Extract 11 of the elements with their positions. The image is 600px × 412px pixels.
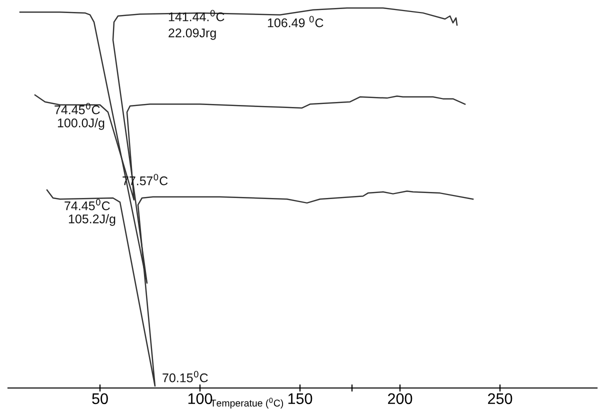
annotation: 105.2J/g bbox=[68, 214, 116, 226]
annotation: 106.49 $^{0}$C bbox=[268, 16, 324, 28]
annotation: 22.09Jrg bbox=[168, 28, 216, 40]
annotation: 70.15$^{0}$C bbox=[162, 370, 208, 382]
annotation: 100.0J/g bbox=[58, 118, 104, 130]
x-tick-label: 50 bbox=[92, 393, 108, 404]
x-tick-label: 200 bbox=[388, 393, 412, 404]
x-tick-label: 250 bbox=[488, 393, 512, 404]
annotation: 74.45$^{0}$C bbox=[64, 198, 110, 210]
x-tick-label: 150 bbox=[288, 393, 312, 404]
x-tick-label: 100 bbox=[188, 393, 212, 404]
